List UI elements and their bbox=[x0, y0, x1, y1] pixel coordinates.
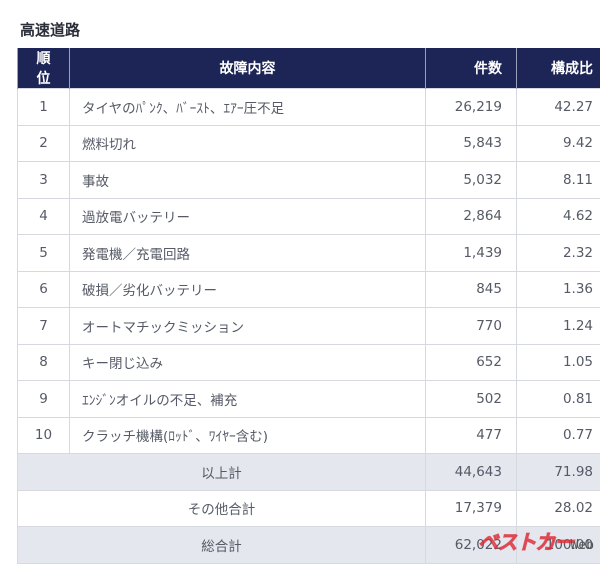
item-cell: タイヤのﾊﾟﾝｸ、ﾊﾞｰｽﾄ、ｴｱｰ圧不足 bbox=[70, 89, 426, 126]
count-cell: 5,843 bbox=[426, 125, 517, 162]
item-cell: ｴﾝｼﾞﾝオイルの不足、補充 bbox=[70, 381, 426, 418]
rank-cell: 6 bbox=[18, 271, 70, 308]
item-cell: クラッチ機構(ﾛｯﾄﾞ、ﾜｲﾔｰ含む) bbox=[70, 417, 426, 454]
other-total-count: 17,379 bbox=[426, 490, 517, 527]
grand-total-ratio: 100.00 bbox=[517, 527, 600, 564]
rank-cell: 2 bbox=[18, 125, 70, 162]
rank-cell: 4 bbox=[18, 198, 70, 235]
ratio-cell: 2.32 bbox=[517, 235, 600, 272]
ratio-cell: 8.11 bbox=[517, 162, 600, 199]
item-cell: キー閉じ込み bbox=[70, 344, 426, 381]
count-cell: 502 bbox=[426, 381, 517, 418]
count-cell: 845 bbox=[426, 271, 517, 308]
header-item: 故障内容 bbox=[70, 48, 426, 89]
header-rank: 順位 bbox=[18, 48, 70, 89]
count-cell: 5,032 bbox=[426, 162, 517, 199]
item-cell: 事故 bbox=[70, 162, 426, 199]
ratio-cell: 1.05 bbox=[517, 344, 600, 381]
count-cell: 652 bbox=[426, 344, 517, 381]
count-cell: 477 bbox=[426, 417, 517, 454]
rank-cell: 7 bbox=[18, 308, 70, 345]
count-cell: 1,439 bbox=[426, 235, 517, 272]
rank-cell: 9 bbox=[18, 381, 70, 418]
rank-cell: 3 bbox=[18, 162, 70, 199]
ratio-cell: 0.81 bbox=[517, 381, 600, 418]
count-cell: 26,219 bbox=[426, 89, 517, 126]
other-total-label: その他合計 bbox=[18, 490, 426, 527]
rank-cell: 5 bbox=[18, 235, 70, 272]
count-cell: 770 bbox=[426, 308, 517, 345]
grand-total-count: 62,022 bbox=[426, 527, 517, 564]
item-cell: 燃料切れ bbox=[70, 125, 426, 162]
count-cell: 2,864 bbox=[426, 198, 517, 235]
ratio-cell: 1.36 bbox=[517, 271, 600, 308]
subtotal-ratio: 71.98 bbox=[517, 454, 600, 491]
ratio-cell: 1.24 bbox=[517, 308, 600, 345]
other-total-ratio: 28.02 bbox=[517, 490, 600, 527]
rank-cell: 10 bbox=[18, 417, 70, 454]
subtotal-count: 44,643 bbox=[426, 454, 517, 491]
rank-cell: 1 bbox=[18, 89, 70, 126]
ratio-cell: 0.77 bbox=[517, 417, 600, 454]
section-title: 高速道路 bbox=[20, 19, 80, 40]
grand-total-label: 総合計 bbox=[18, 527, 426, 564]
header-ratio: 構成比 bbox=[517, 48, 600, 89]
ratio-cell: 42.27 bbox=[517, 89, 600, 126]
table-header-row: 順位 故障内容 件数 構成比 bbox=[18, 48, 600, 89]
ratio-cell: 9.42 bbox=[517, 125, 600, 162]
subtotal-label: 以上計 bbox=[18, 454, 426, 491]
ratio-cell: 4.62 bbox=[517, 198, 600, 235]
item-cell: 発電機／充電回路 bbox=[70, 235, 426, 272]
item-cell: 破損／劣化バッテリー bbox=[70, 271, 426, 308]
item-cell: オートマチックミッション bbox=[70, 308, 426, 345]
item-cell: 過放電バッテリー bbox=[70, 198, 426, 235]
rank-cell: 8 bbox=[18, 344, 70, 381]
header-count: 件数 bbox=[426, 48, 517, 89]
